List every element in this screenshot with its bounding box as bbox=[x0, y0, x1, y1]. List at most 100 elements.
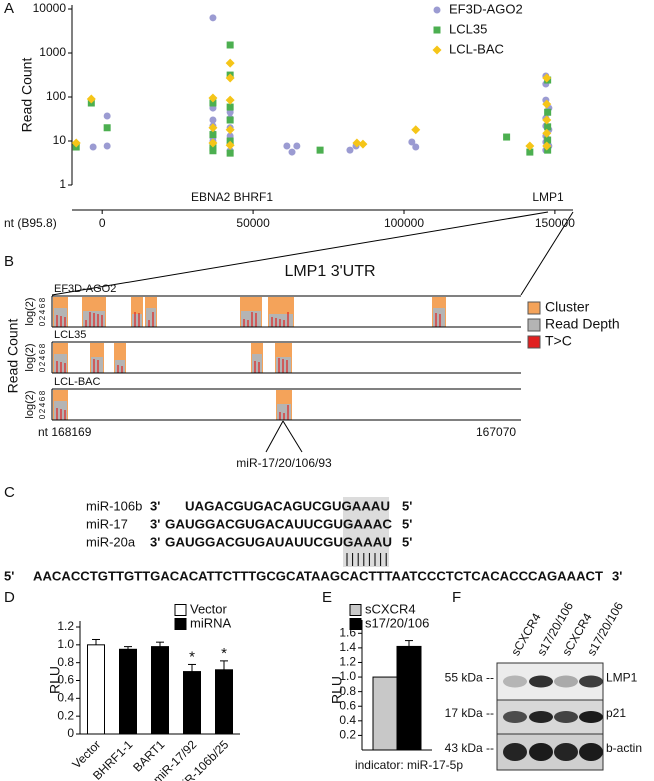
marker-label: 17 kDa -- bbox=[445, 706, 494, 720]
legend-label: Read Depth bbox=[545, 316, 620, 332]
annotation: LMP1 bbox=[532, 190, 564, 204]
marker bbox=[89, 143, 97, 151]
track-tick-label: 6 bbox=[38, 303, 47, 308]
panel-label: A bbox=[4, 0, 14, 17]
y-tick-label: 0.2 bbox=[57, 708, 74, 722]
y-tick-label: 10 bbox=[53, 133, 67, 147]
marker bbox=[86, 94, 96, 104]
panel-label: F bbox=[452, 589, 461, 606]
marker bbox=[226, 149, 234, 157]
marker bbox=[208, 123, 218, 133]
y-tick-label: 100 bbox=[46, 89, 66, 103]
mirna-name: miR-17 bbox=[86, 516, 128, 531]
legend-swatch bbox=[527, 318, 541, 332]
marker bbox=[432, 45, 442, 55]
marker bbox=[226, 103, 234, 111]
blot-band bbox=[554, 743, 578, 761]
bar bbox=[183, 671, 201, 735]
read-depth bbox=[269, 314, 293, 327]
marker bbox=[226, 116, 234, 124]
mirna-end: 3' bbox=[150, 498, 160, 513]
track-tick-label: 2 bbox=[38, 361, 47, 366]
blot-band bbox=[529, 675, 553, 688]
marker bbox=[103, 142, 111, 150]
y-tick-label: 1000 bbox=[39, 45, 66, 59]
marker bbox=[316, 146, 324, 154]
marker bbox=[542, 141, 552, 151]
marker bbox=[209, 99, 217, 107]
y-tick-label: 1.2 bbox=[339, 655, 356, 669]
legend-label: s17/20/106 bbox=[365, 615, 429, 630]
legend-label: T>C bbox=[545, 333, 572, 349]
legend-label: LCL35 bbox=[449, 21, 487, 36]
blot-band bbox=[503, 743, 527, 761]
marker bbox=[225, 125, 235, 135]
marker bbox=[542, 128, 552, 138]
marker bbox=[503, 133, 511, 141]
mirna-seq: UAGACGUGACAGUCGUGAAAU bbox=[185, 498, 390, 513]
y-tick-label: 1.2 bbox=[57, 619, 74, 633]
track-label: EF3D-AGO2 bbox=[54, 283, 116, 295]
marker bbox=[225, 58, 235, 68]
band-label: LMP1 bbox=[606, 671, 638, 685]
y-tick-label: 1.4 bbox=[339, 640, 356, 654]
y-tick-label: 1.0 bbox=[339, 669, 356, 683]
x-tick-label: 100000 bbox=[384, 216, 424, 230]
track-tick-label: 2 bbox=[38, 315, 47, 320]
track-label: LCL-BAC bbox=[54, 376, 101, 388]
y-tick-label: 0 bbox=[67, 726, 74, 740]
panel-label: C bbox=[4, 484, 15, 501]
site-pointer bbox=[282, 420, 303, 453]
legend-swatch bbox=[349, 604, 362, 616]
site-label: miR-17/20/106/93 bbox=[236, 456, 332, 470]
marker bbox=[71, 138, 81, 148]
bar bbox=[372, 676, 398, 751]
track-tick-label: 8 bbox=[38, 343, 47, 348]
legend-swatch bbox=[527, 335, 541, 349]
legend-label: EF3D-AGO2 bbox=[449, 1, 523, 16]
y-axis-title: RLU bbox=[47, 666, 63, 694]
marker bbox=[208, 138, 218, 148]
track-tick-label: 8 bbox=[38, 390, 47, 395]
marker bbox=[542, 73, 552, 83]
marker bbox=[411, 125, 421, 135]
significance: * bbox=[221, 645, 227, 662]
blot-band bbox=[579, 743, 603, 761]
panel-label: D bbox=[4, 589, 15, 606]
band-label: b-actin bbox=[606, 741, 642, 755]
marker bbox=[293, 142, 301, 150]
y-tick-label: 0.8 bbox=[57, 655, 74, 669]
track-tick-label: 4 bbox=[38, 309, 47, 314]
mirna-name: miR-20a bbox=[86, 534, 136, 549]
read-depth bbox=[146, 308, 156, 327]
marker bbox=[352, 138, 362, 148]
marker bbox=[283, 142, 291, 150]
marker bbox=[209, 116, 217, 124]
marker bbox=[358, 139, 368, 149]
mirna-end: 5' bbox=[402, 534, 412, 549]
marker bbox=[103, 124, 111, 132]
track-tick-label: 0 bbox=[38, 414, 47, 419]
marker bbox=[103, 112, 111, 120]
marker bbox=[226, 41, 234, 49]
read-depth bbox=[91, 357, 103, 373]
panel-label: B bbox=[4, 253, 14, 270]
y-tick-label: 0.4 bbox=[57, 691, 74, 705]
marker bbox=[412, 143, 420, 151]
target-seq: AACACCTGTTGTTGACACATTCTTTGCGCATAAGCACTTT… bbox=[33, 568, 603, 583]
marker bbox=[525, 141, 535, 151]
legend-label: sCXCR4 bbox=[365, 601, 416, 616]
y-tick-label: 0.6 bbox=[57, 673, 74, 687]
read-depth bbox=[433, 308, 445, 327]
y-tick-label: 0.6 bbox=[339, 698, 356, 712]
lane-label: s17/20/106 bbox=[584, 599, 626, 658]
track-tick-label: 4 bbox=[38, 402, 47, 407]
marker bbox=[225, 73, 235, 83]
target-end: 5' bbox=[4, 568, 14, 583]
marker bbox=[209, 131, 217, 139]
marker bbox=[209, 14, 217, 22]
blot-band bbox=[579, 675, 603, 688]
bar bbox=[87, 644, 105, 735]
marker bbox=[544, 123, 552, 131]
